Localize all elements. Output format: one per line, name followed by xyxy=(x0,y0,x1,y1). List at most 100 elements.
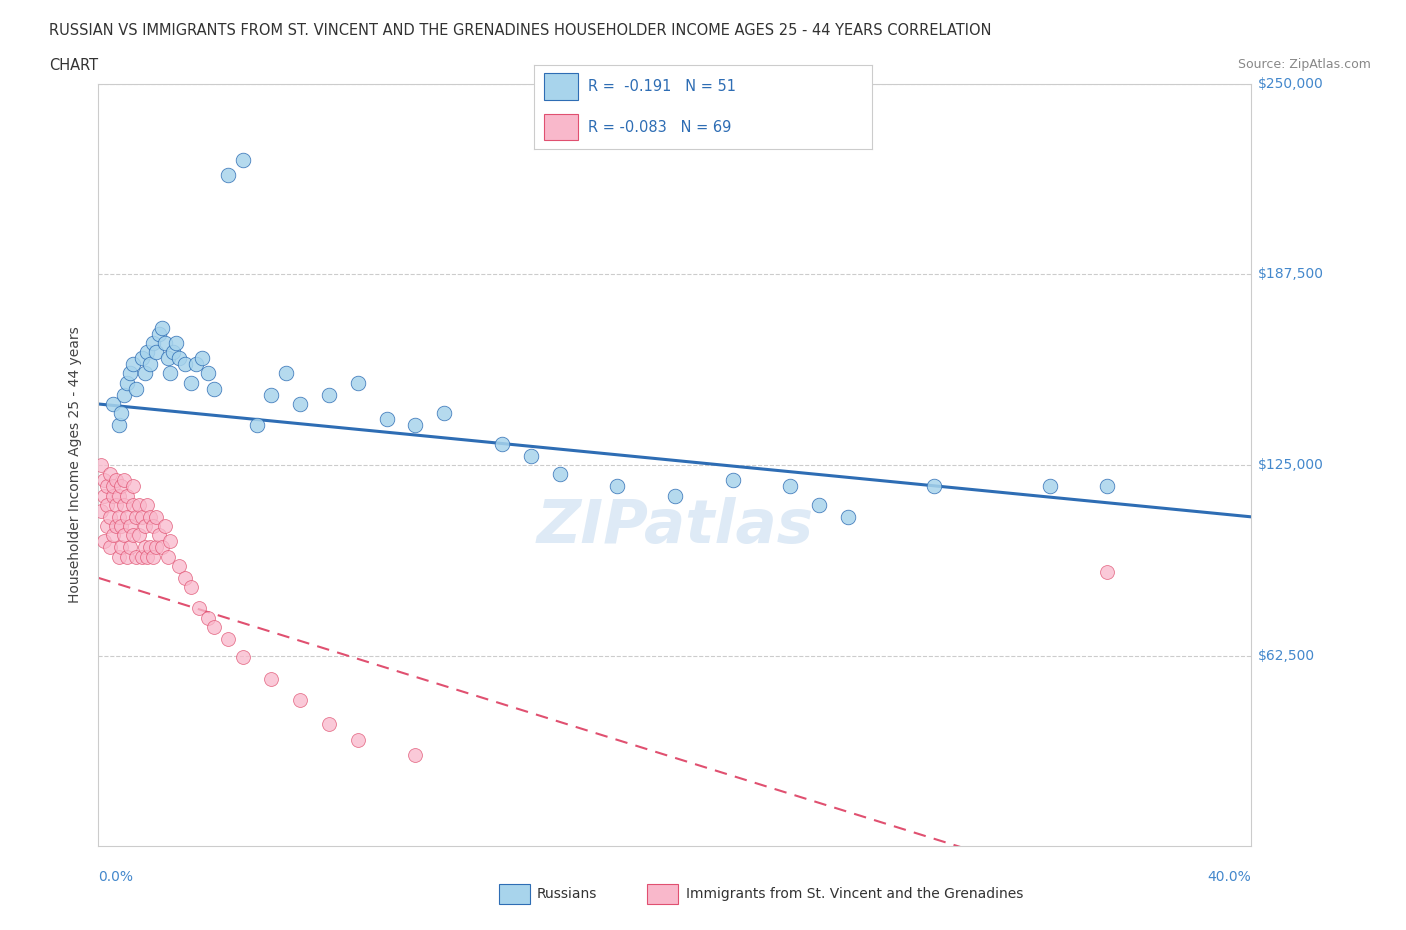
Point xyxy=(96,479,118,494)
Text: $250,000: $250,000 xyxy=(1258,76,1324,91)
Point xyxy=(191,351,214,365)
Point xyxy=(922,479,945,494)
Point xyxy=(180,579,202,594)
Point xyxy=(120,519,142,534)
Point xyxy=(128,527,150,542)
Point xyxy=(231,650,254,665)
Point xyxy=(159,534,181,549)
Point xyxy=(110,519,132,534)
Point xyxy=(98,540,121,555)
Point xyxy=(807,498,830,512)
Point xyxy=(93,472,115,487)
Point xyxy=(117,488,138,503)
Point xyxy=(101,479,124,494)
Point xyxy=(122,527,145,542)
Point xyxy=(142,549,165,564)
Text: ZIPatlas: ZIPatlas xyxy=(536,497,814,555)
Point xyxy=(122,479,145,494)
Point xyxy=(217,167,239,182)
Point xyxy=(131,549,153,564)
Point xyxy=(150,540,173,555)
Text: Russians: Russians xyxy=(537,886,598,901)
Point xyxy=(131,510,153,525)
Point xyxy=(98,510,121,525)
Text: 40.0%: 40.0% xyxy=(1208,870,1251,884)
Point xyxy=(150,320,173,335)
Point xyxy=(104,472,127,487)
Point xyxy=(260,671,283,686)
Point xyxy=(110,405,132,420)
Point xyxy=(128,498,150,512)
Point xyxy=(202,381,225,396)
Point xyxy=(1097,565,1119,579)
Point xyxy=(96,498,118,512)
Point xyxy=(148,527,170,542)
Point xyxy=(142,336,165,351)
Point xyxy=(112,388,135,403)
Point xyxy=(197,610,219,625)
Point xyxy=(433,405,456,420)
Point xyxy=(120,540,142,555)
Point xyxy=(112,472,135,487)
Point xyxy=(101,396,124,411)
Point xyxy=(405,418,427,432)
Point xyxy=(290,693,312,708)
Point xyxy=(217,631,239,646)
Point xyxy=(346,732,368,747)
Text: CHART: CHART xyxy=(49,58,98,73)
Point xyxy=(139,510,162,525)
Point xyxy=(117,510,138,525)
Point xyxy=(174,357,197,372)
Point xyxy=(165,336,187,351)
Point xyxy=(491,436,513,451)
Point xyxy=(167,351,190,365)
Point xyxy=(122,498,145,512)
Point xyxy=(104,498,127,512)
Y-axis label: Householder Income Ages 25 - 44 years: Householder Income Ages 25 - 44 years xyxy=(69,326,83,604)
Point xyxy=(136,345,159,360)
Point xyxy=(274,366,297,381)
Point xyxy=(246,418,269,432)
Point xyxy=(107,418,129,432)
Point xyxy=(107,488,129,503)
Point xyxy=(375,412,398,427)
Point xyxy=(101,527,124,542)
Point xyxy=(101,488,124,503)
Point xyxy=(405,748,427,763)
Point xyxy=(125,381,148,396)
Point xyxy=(125,510,148,525)
Point xyxy=(1097,479,1119,494)
Point xyxy=(120,366,142,381)
Text: Immigrants from St. Vincent and the Grenadines: Immigrants from St. Vincent and the Gren… xyxy=(686,886,1024,901)
Point xyxy=(134,366,156,381)
Point xyxy=(197,366,219,381)
Point xyxy=(318,717,340,732)
Point xyxy=(1038,479,1062,494)
Point xyxy=(318,388,340,403)
Point xyxy=(93,488,115,503)
Point xyxy=(148,326,170,341)
Point xyxy=(136,498,159,512)
Point xyxy=(112,527,135,542)
Point xyxy=(117,375,138,390)
Point xyxy=(188,601,211,616)
Point xyxy=(346,375,368,390)
Text: 0.0%: 0.0% xyxy=(98,870,134,884)
Point xyxy=(174,570,197,585)
Point xyxy=(290,396,312,411)
Bar xyxy=(544,73,578,100)
Point xyxy=(145,345,167,360)
Point xyxy=(125,549,148,564)
Point xyxy=(96,519,118,534)
Text: R = -0.083   N = 69: R = -0.083 N = 69 xyxy=(588,120,731,135)
Point xyxy=(837,510,859,525)
Point xyxy=(548,467,571,482)
Point xyxy=(520,448,543,463)
Point xyxy=(104,519,127,534)
Point xyxy=(145,510,167,525)
Point xyxy=(142,519,165,534)
Point xyxy=(145,540,167,555)
Point xyxy=(156,351,179,365)
Point xyxy=(90,458,112,472)
Point xyxy=(139,357,162,372)
